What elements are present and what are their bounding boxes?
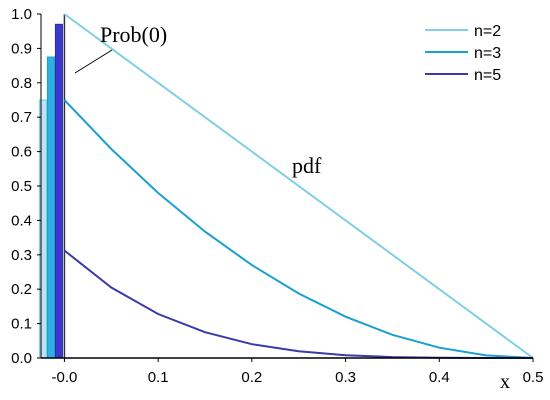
y-tick-label: 0.2 <box>11 281 32 298</box>
x-tick-label: -0.0 <box>51 369 77 386</box>
y-tick-label: 0.9 <box>11 40 32 57</box>
pdf-annotation: pdf <box>292 153 322 178</box>
y-tick-label: 0.5 <box>11 178 32 195</box>
prob0-bar-n=3 <box>46 56 55 359</box>
prob0-bar-n=2 <box>38 99 47 359</box>
x-axis-label: x <box>500 371 510 393</box>
prob0-pointer-line <box>74 49 113 74</box>
y-tick-label: 0.8 <box>11 75 32 92</box>
legend-label-n=5: n=5 <box>474 67 501 84</box>
legend-label-n=2: n=2 <box>474 23 501 40</box>
x-tick-label: 0.4 <box>429 369 450 386</box>
series-line-n=3 <box>63 99 534 359</box>
y-tick-label: 0.1 <box>11 316 32 333</box>
y-tick-label: 0.7 <box>11 109 32 126</box>
x-tick-label: 0.1 <box>148 369 169 386</box>
legend-label-n=3: n=3 <box>474 45 501 62</box>
prob0-bar-n=5 <box>54 23 63 359</box>
prob0-annotation: Prob(0) <box>100 22 167 47</box>
x-tick-label: 0.3 <box>335 369 356 386</box>
legend: n=2 n=3 n=5 <box>425 23 501 84</box>
y-tick-label: 0.3 <box>11 247 32 264</box>
series-line-n=2 <box>63 13 534 359</box>
series-line-n=5 <box>63 249 533 359</box>
y-tick-label: 0.0 <box>11 350 32 367</box>
x-tick-label: 0.2 <box>241 369 262 386</box>
y-tick-label: 0.4 <box>11 212 32 229</box>
y-tick-label: 0.6 <box>11 144 32 161</box>
x-tick-label: 0.5 <box>523 369 544 386</box>
plot-area: -0.0 0.1 0.2 0.3 0.4 0.5 0.0 0.1 0.2 0.3 0.4 0.5 0.6… <box>11 6 543 386</box>
y-tick-label: 1.0 <box>11 6 32 23</box>
